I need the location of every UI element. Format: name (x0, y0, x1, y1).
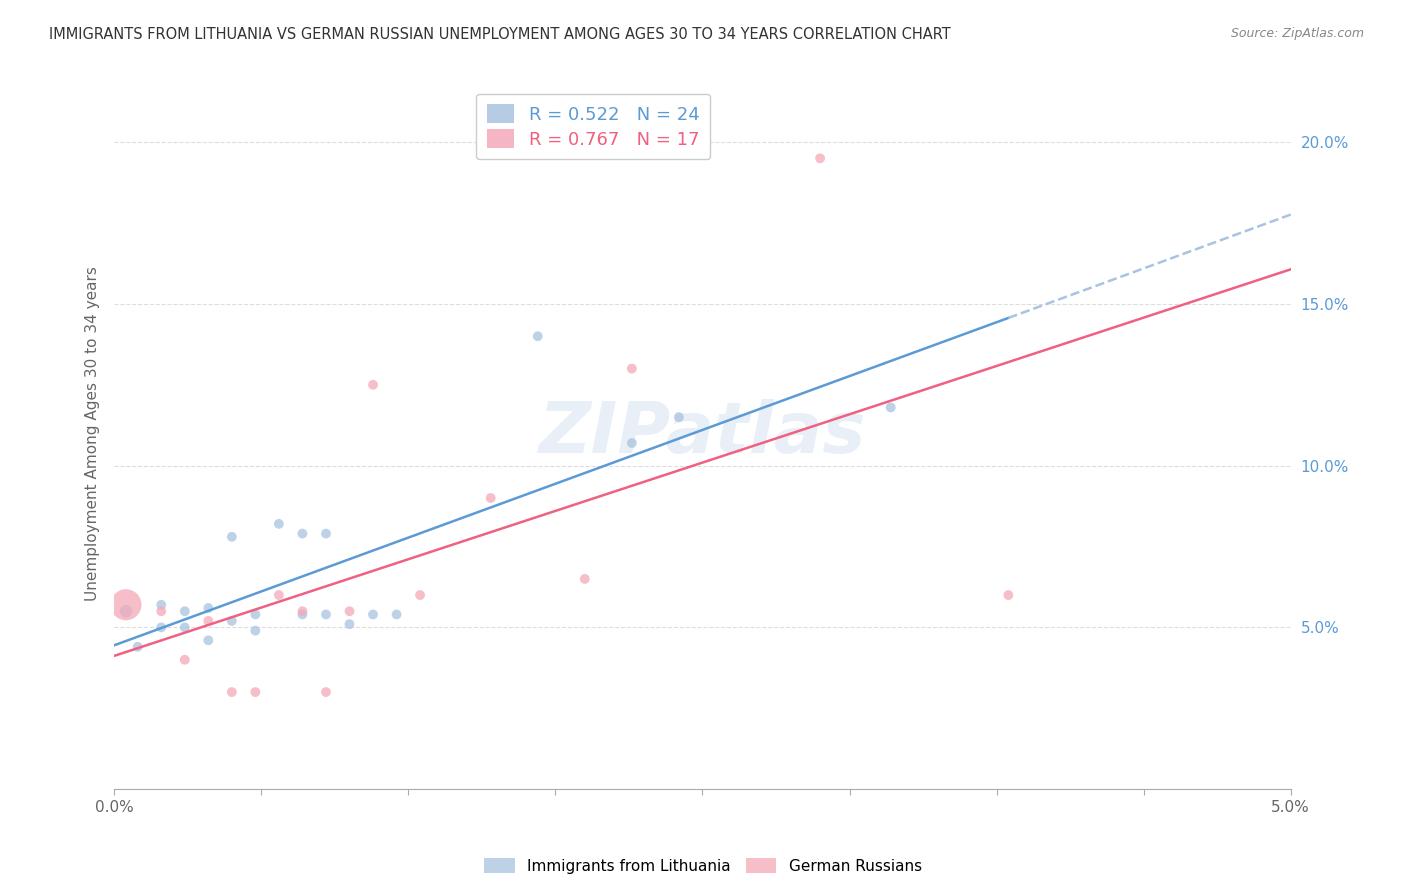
Point (245, 624, 267, 638)
Point (173, 620, 195, 634)
Point (150, 620, 173, 634)
Text: ZIPatlas: ZIPatlas (538, 399, 866, 467)
Point (997, 588, 1019, 602)
Point (880, 401, 903, 415)
Point (808, 151, 831, 165)
Point (620, 361, 643, 376)
Point (221, 530, 243, 544)
Legend: Immigrants from Lithuania, German Russians: Immigrants from Lithuania, German Russia… (478, 852, 928, 880)
Point (267, 588, 290, 602)
Point (361, 377, 384, 392)
Point (127, 640, 149, 654)
Point (197, 601, 219, 615)
Y-axis label: Unemployment Among Ages 30 to 34 years: Unemployment Among Ages 30 to 34 years (86, 266, 100, 600)
Point (668, 410, 690, 425)
Point (479, 491, 502, 505)
Point (150, 598, 173, 612)
Point (315, 607, 337, 622)
Point (620, 436, 643, 450)
Text: Source: ZipAtlas.com: Source: ZipAtlas.com (1230, 27, 1364, 40)
Point (150, 604, 173, 618)
Point (291, 526, 314, 541)
Point (409, 588, 432, 602)
Point (339, 617, 361, 632)
Legend: R = 0.522   N = 24, R = 0.767   N = 17: R = 0.522 N = 24, R = 0.767 N = 17 (477, 94, 710, 160)
Point (245, 685, 267, 699)
Point (315, 685, 337, 699)
Text: IMMIGRANTS FROM LITHUANIA VS GERMAN RUSSIAN UNEMPLOYMENT AMONG AGES 30 TO 34 YEA: IMMIGRANTS FROM LITHUANIA VS GERMAN RUSS… (49, 27, 950, 42)
Point (197, 614, 219, 628)
Point (115, 598, 138, 612)
Point (173, 604, 195, 618)
Point (574, 572, 596, 586)
Point (267, 516, 290, 531)
Point (221, 614, 243, 628)
Point (315, 526, 337, 541)
Point (173, 653, 195, 667)
Point (339, 604, 361, 618)
Point (291, 604, 314, 618)
Point (197, 633, 219, 648)
Point (526, 329, 548, 343)
Point (221, 685, 243, 699)
Point (291, 607, 314, 622)
Point (245, 607, 267, 622)
Point (385, 607, 408, 622)
Point (115, 604, 138, 618)
Point (361, 607, 384, 622)
